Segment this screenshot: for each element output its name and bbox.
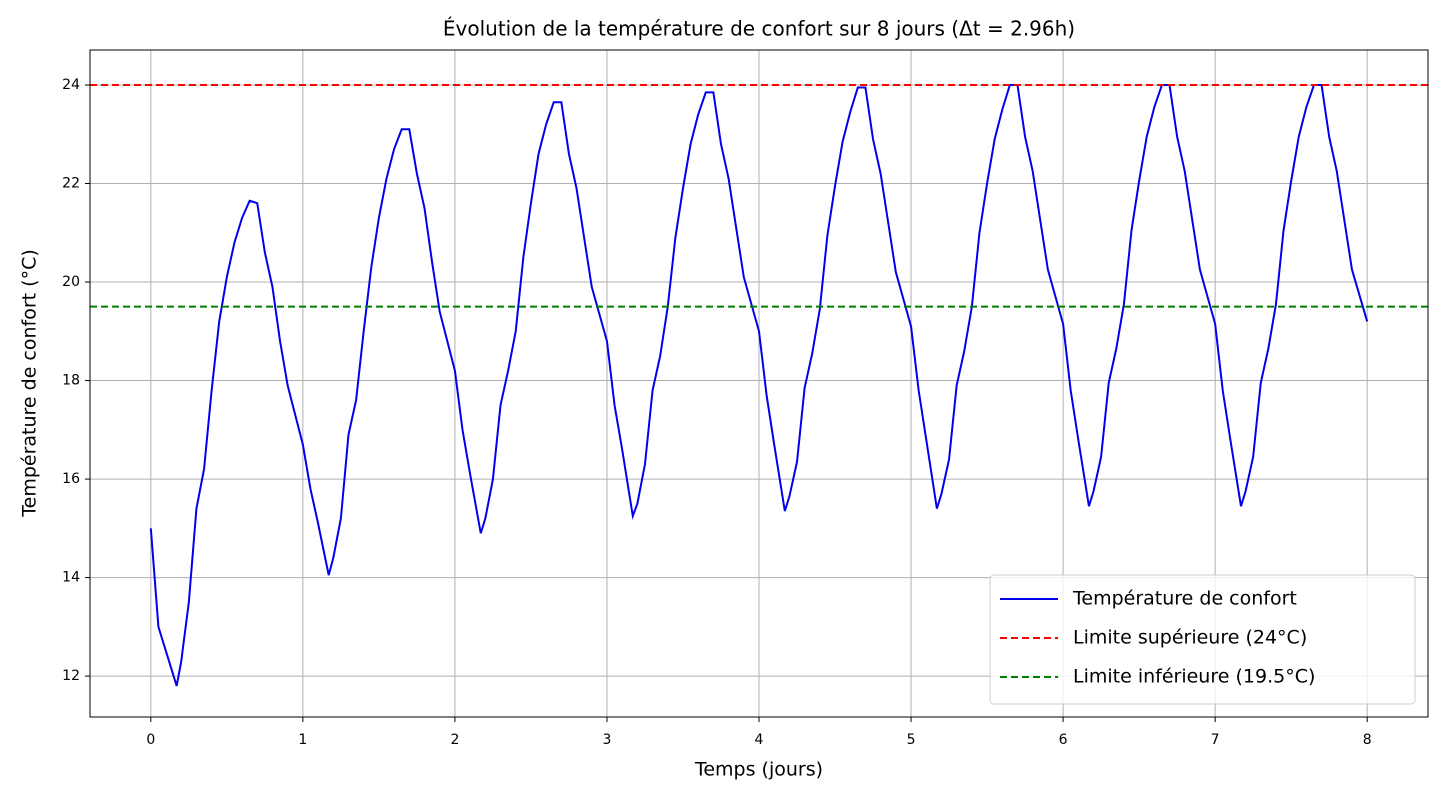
x-tick-label: 7 — [1211, 732, 1220, 748]
y-tick-label: 24 — [62, 77, 80, 93]
x-axis-label: Temps (jours) — [694, 759, 823, 781]
x-tick-label: 1 — [298, 732, 307, 748]
x-tick-label: 4 — [755, 732, 764, 748]
x-tick-label: 5 — [907, 732, 916, 748]
legend-label: Limite supérieure (24°C) — [1073, 627, 1307, 649]
legend-label: Température de confort — [1072, 588, 1297, 610]
chart-title: Évolution de la température de confort s… — [443, 17, 1075, 41]
x-tick-label: 3 — [602, 732, 611, 748]
y-tick-label: 18 — [62, 373, 80, 389]
x-tick-label: 8 — [1363, 732, 1372, 748]
x-tick-label: 0 — [146, 732, 155, 748]
y-tick-label: 16 — [62, 471, 80, 487]
x-tick-label: 6 — [1059, 732, 1068, 748]
legend-box — [989, 574, 1416, 705]
y-axis-label: Température de confort (°C) — [19, 249, 41, 518]
legend-label: Limite inférieure (19.5°C) — [1073, 666, 1315, 688]
x-tick-label: 2 — [450, 732, 459, 748]
plot-frame — [89, 49, 1429, 718]
legend: Température de confort Limite supérieure … — [989, 574, 1416, 705]
y-tick-label: 12 — [62, 668, 80, 684]
data-line — [149, 83, 1369, 687]
y-tick-label: 20 — [62, 274, 80, 290]
y-tick-label: 14 — [62, 570, 80, 586]
y-tick-label: 22 — [62, 175, 80, 191]
